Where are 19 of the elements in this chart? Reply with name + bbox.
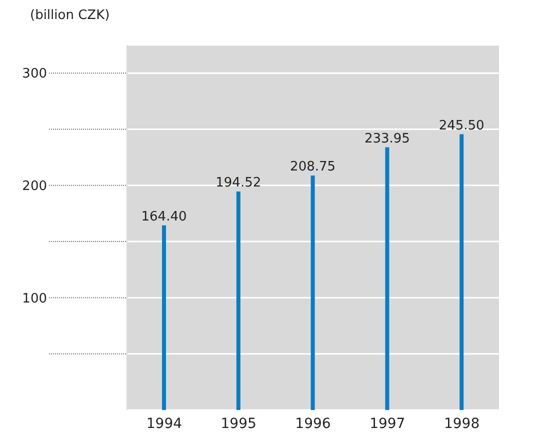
x-tick-label: 1998 xyxy=(444,416,480,432)
y-tick-label: 200 xyxy=(22,179,47,194)
data-label: 194.52 xyxy=(216,176,262,191)
y-tick-label: 300 xyxy=(22,66,47,82)
y-axis-title: (billion CZK) xyxy=(30,8,110,23)
bar xyxy=(310,176,315,410)
y-tick-label: 100 xyxy=(22,291,47,306)
bar xyxy=(385,147,390,410)
bar xyxy=(460,134,464,410)
bar xyxy=(162,225,166,410)
x-tick-label: 1996 xyxy=(295,416,331,432)
data-label: 245.50 xyxy=(438,118,484,134)
x-tick-label: 1994 xyxy=(146,416,182,432)
data-label: 233.95 xyxy=(364,131,410,146)
x-tick-label: 1997 xyxy=(370,416,406,432)
data-label: 164.40 xyxy=(141,209,187,224)
data-label: 208.75 xyxy=(290,160,336,175)
bar xyxy=(236,192,240,410)
x-tick-label: 1995 xyxy=(220,416,256,432)
